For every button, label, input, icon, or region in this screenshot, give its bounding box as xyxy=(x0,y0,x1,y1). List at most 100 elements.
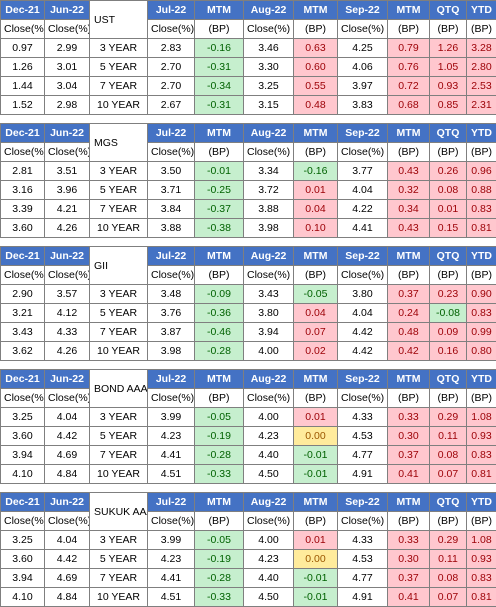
header-mtm: MTM xyxy=(388,124,430,143)
header-sep22: Sep-22 xyxy=(338,370,388,389)
jun22-value: 2.99 xyxy=(45,39,90,58)
table-name: GII xyxy=(90,247,148,285)
qtq-value: 0.11 xyxy=(430,427,467,446)
dec21-value: 3.60 xyxy=(1,550,45,569)
jul22-value: 2.83 xyxy=(148,39,195,58)
header-sep22: Sep-22 xyxy=(338,124,388,143)
sep22-value: 4.41 xyxy=(338,219,388,238)
subheader-bp: (BP) xyxy=(294,20,338,39)
tenor-label: 3 YEAR xyxy=(90,162,148,181)
subheader-close: Close(%) xyxy=(148,20,195,39)
qtq-value: 0.26 xyxy=(430,162,467,181)
jul22-value: 3.99 xyxy=(148,531,195,550)
qtq-value: 0.07 xyxy=(430,588,467,607)
subheader-bp: (BP) xyxy=(294,266,338,285)
jun22-value: 3.01 xyxy=(45,58,90,77)
header-mtm: MTM xyxy=(195,247,244,266)
mtm-sep-value: 0.68 xyxy=(388,96,430,115)
mtm-sep-value: 0.37 xyxy=(388,285,430,304)
mtm-sep-value: 0.30 xyxy=(388,550,430,569)
mtm-aug-value: 0.01 xyxy=(294,408,338,427)
mtm-aug-value: 0.00 xyxy=(294,427,338,446)
jun22-value: 4.26 xyxy=(45,342,90,361)
sep22-value: 4.06 xyxy=(338,58,388,77)
subheader-close: Close(%) xyxy=(338,512,388,531)
ytd-value: 1.08 xyxy=(467,408,496,427)
subheader-close: Close(%) xyxy=(338,20,388,39)
qtq-value: 0.16 xyxy=(430,342,467,361)
jun22-value: 4.26 xyxy=(45,219,90,238)
aug22-value: 3.30 xyxy=(244,58,294,77)
mtm-aug-value: -0.01 xyxy=(294,446,338,465)
header-ytd: YTD xyxy=(467,370,496,389)
dec21-value: 4.10 xyxy=(1,588,45,607)
subheader-bp: (BP) xyxy=(195,20,244,39)
mtm-jul-value: -0.19 xyxy=(195,427,244,446)
header-aug22: Aug-22 xyxy=(244,124,294,143)
header-mtm: MTM xyxy=(294,370,338,389)
qtq-value: 1.05 xyxy=(430,58,467,77)
sep22-value: 4.77 xyxy=(338,569,388,588)
jun22-value: 2.98 xyxy=(45,96,90,115)
mtm-jul-value: -0.34 xyxy=(195,77,244,96)
mtm-aug-value: 0.60 xyxy=(294,58,338,77)
mtm-jul-value: -0.16 xyxy=(195,39,244,58)
mtm-sep-value: 0.33 xyxy=(388,531,430,550)
mtm-jul-value: -0.19 xyxy=(195,550,244,569)
header-mtm: MTM xyxy=(294,124,338,143)
ytd-value: 0.99 xyxy=(467,323,496,342)
subheader-bp: (BP) xyxy=(467,389,496,408)
header-mtm: MTM xyxy=(294,247,338,266)
mtm-jul-value: -0.05 xyxy=(195,531,244,550)
subheader-close: Close(%) xyxy=(244,389,294,408)
sep22-value: 4.91 xyxy=(338,465,388,484)
jun22-value: 3.57 xyxy=(45,285,90,304)
mtm-aug-value: -0.05 xyxy=(294,285,338,304)
mtm-aug-value: 0.10 xyxy=(294,219,338,238)
dec21-value: 3.21 xyxy=(1,304,45,323)
aug22-value: 4.23 xyxy=(244,427,294,446)
header-jul22: Jul-22 xyxy=(148,493,195,512)
subheader-row: Close(%)Close(%)Close(%)(BP)Close(%)(BP)… xyxy=(1,143,496,162)
aug22-value: 3.34 xyxy=(244,162,294,181)
tenor-label: 7 YEAR xyxy=(90,77,148,96)
header-jun22: Jun-22 xyxy=(45,493,90,512)
mtm-jul-value: -0.37 xyxy=(195,200,244,219)
mtm-jul-value: -0.01 xyxy=(195,162,244,181)
tenor-label: 5 YEAR xyxy=(90,550,148,569)
mtm-aug-value: 0.48 xyxy=(294,96,338,115)
subheader-bp: (BP) xyxy=(467,266,496,285)
dec21-value: 4.10 xyxy=(1,465,45,484)
jul22-value: 2.67 xyxy=(148,96,195,115)
sep22-value: 3.80 xyxy=(338,285,388,304)
subheader-close: Close(%) xyxy=(338,389,388,408)
jul22-value: 3.48 xyxy=(148,285,195,304)
tenor-label: 7 YEAR xyxy=(90,200,148,219)
jun22-value: 4.84 xyxy=(45,588,90,607)
mtm-sep-value: 0.33 xyxy=(388,408,430,427)
dec21-value: 2.81 xyxy=(1,162,45,181)
mtm-jul-value: -0.05 xyxy=(195,408,244,427)
subheader-bp: (BP) xyxy=(388,389,430,408)
sep22-value: 4.04 xyxy=(338,304,388,323)
subheader-close: Close(%) xyxy=(244,266,294,285)
header-ytd: YTD xyxy=(467,1,496,20)
ytd-value: 0.93 xyxy=(467,427,496,446)
jul22-value: 4.41 xyxy=(148,446,195,465)
dec21-value: 3.60 xyxy=(1,427,45,446)
sep22-value: 4.42 xyxy=(338,342,388,361)
subheader-row: Close(%)Close(%)Close(%)(BP)Close(%)(BP)… xyxy=(1,20,496,39)
header-aug22: Aug-22 xyxy=(244,493,294,512)
ytd-value: 0.93 xyxy=(467,550,496,569)
header-qtq: QTQ xyxy=(430,493,467,512)
